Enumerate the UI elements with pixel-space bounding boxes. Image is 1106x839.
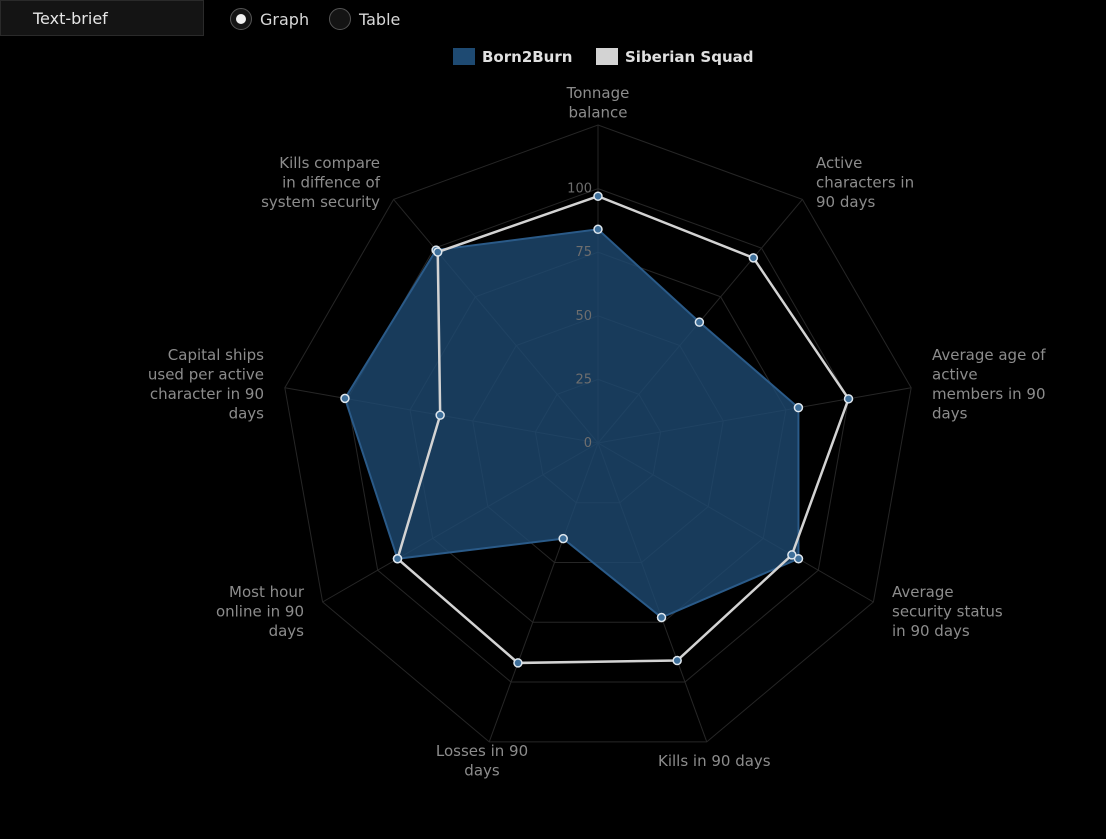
tick-label-75: 75 (575, 245, 592, 260)
table-radio-icon[interactable] (329, 8, 351, 30)
legend-swatch-born2burn (453, 48, 475, 65)
series-0-point-0[interactable] (593, 224, 603, 235)
axis-label-8: Kills compare in diffence of system securi… (261, 154, 381, 211)
axis-label-1: Active characters in 90 days (816, 154, 914, 211)
series-1-point-0[interactable] (593, 191, 603, 201)
series-1-point-2[interactable] (843, 394, 854, 404)
radar-axis-labels: Tonnage balance Active characters in 90 days… (148, 84, 1046, 780)
table-radio-option[interactable]: Table (329, 6, 400, 32)
axis-label-0: Tonnage balance (566, 84, 630, 122)
series-1-point-5[interactable] (513, 658, 523, 668)
axis-label-3: Average security status in 90 days (892, 583, 1003, 640)
axis-label-5: Losses in 90 days (436, 742, 528, 780)
radar-tick-labels: 0 25 50 75 100 (567, 182, 592, 451)
legend-item-siberian-squad[interactable]: Siberian Squad (596, 48, 754, 66)
series-0-point-1[interactable] (694, 317, 705, 327)
axis-label-7: Capital ships used per active character in… (148, 346, 264, 423)
tick-label-100: 100 (567, 182, 592, 197)
grid-ring-5 (284, 124, 912, 743)
series-1-point-7[interactable] (435, 410, 445, 420)
series-1-point-1[interactable] (748, 253, 759, 263)
series-area-0 (343, 228, 800, 619)
table-radio-label: Table (359, 9, 401, 29)
series-0-point-7[interactable] (340, 393, 350, 404)
radar-chart: Born2Burn Siberian Squad 0 25 50 75 100 Tonn… (148, 48, 1046, 780)
tick-label-25: 25 (575, 372, 592, 387)
radar-series (340, 191, 854, 668)
series-1-point-6[interactable] (392, 554, 403, 564)
text-brief-button[interactable]: Text-brief (0, 0, 204, 36)
series-1-point-8[interactable] (432, 247, 443, 257)
legend-label-born2burn: Born2Burn (482, 48, 572, 66)
axis-label-6: Most hour online in 90 days (216, 583, 305, 640)
axis-label-2: Average age of active members in 90 days (932, 346, 1046, 423)
tick-label-0: 0 (584, 436, 592, 451)
graph-radio-icon[interactable] (230, 8, 252, 30)
legend-item-born2burn[interactable]: Born2Burn (453, 48, 572, 66)
legend: Born2Burn Siberian Squad (453, 48, 754, 66)
series-1-point-3[interactable] (787, 550, 797, 560)
legend-swatch-siberian-squad (596, 48, 618, 65)
tick-label-50: 50 (575, 309, 592, 324)
series-0-point-2[interactable] (793, 402, 804, 413)
series-0-point-5[interactable] (558, 533, 568, 544)
graph-radio-label: Graph (260, 9, 310, 29)
series-0-point-4[interactable] (656, 612, 667, 623)
legend-label-siberian-squad: Siberian Squad (625, 48, 754, 66)
graph-radio-option[interactable]: Graph (230, 6, 309, 32)
axis-label-4: Kills in 90 days (658, 752, 771, 770)
toolbar: Text-brief Graph Table (0, 0, 1106, 38)
series-1-point-4[interactable] (672, 655, 682, 666)
series-area-1 (396, 194, 850, 665)
